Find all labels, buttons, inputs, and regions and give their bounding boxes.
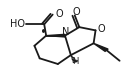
- Text: N: N: [62, 27, 70, 37]
- Text: H: H: [73, 57, 79, 67]
- Polygon shape: [46, 34, 65, 37]
- Polygon shape: [94, 43, 108, 51]
- Text: HO: HO: [10, 19, 25, 29]
- Text: O: O: [56, 9, 63, 19]
- Text: O: O: [73, 7, 80, 17]
- Text: O: O: [98, 24, 106, 34]
